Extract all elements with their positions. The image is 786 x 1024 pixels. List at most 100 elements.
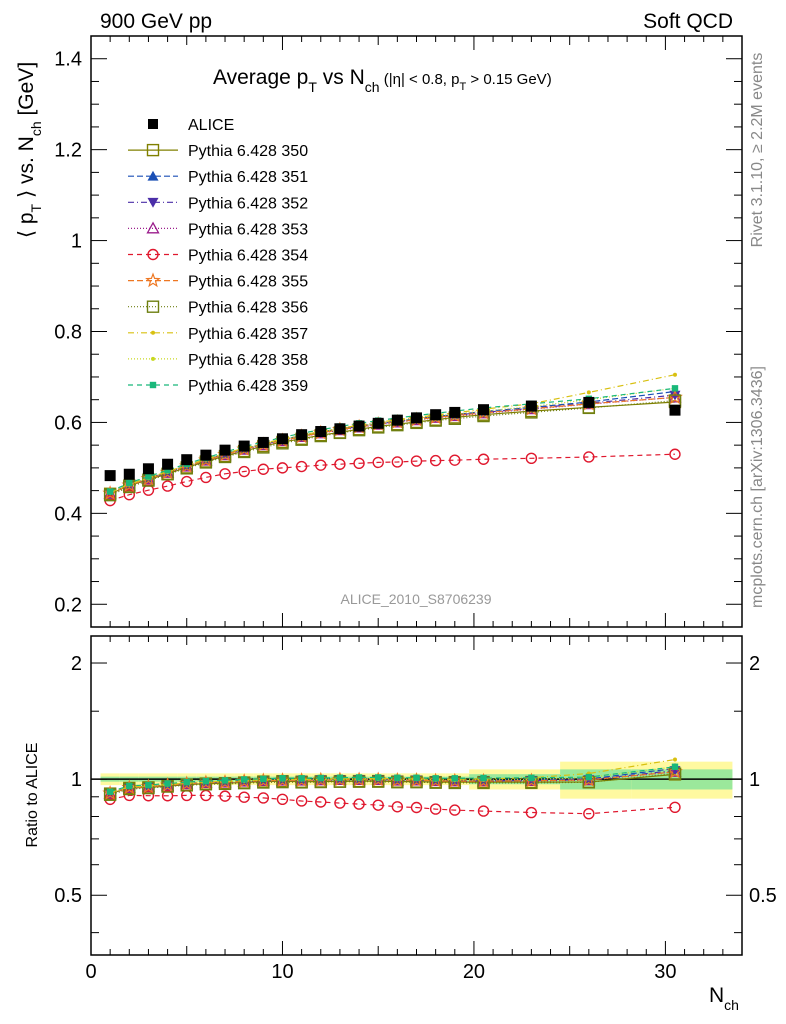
series-6-ratio-point	[121, 779, 138, 795]
series-6-point	[102, 485, 118, 501]
series-10-ratio-point	[126, 782, 133, 790]
series-5-point	[315, 459, 327, 471]
legend-label: Pythia 6.428 350	[188, 143, 308, 160]
alice-point	[162, 458, 174, 470]
series-6-ratio-point	[140, 778, 157, 794]
alice-point	[200, 449, 212, 461]
series-5-point	[123, 489, 135, 501]
series-10-ratio-point	[451, 775, 458, 782]
series-10-ratio-point	[260, 775, 267, 783]
y-tick-label: 0.2	[54, 594, 82, 616]
series-5-point	[372, 456, 384, 469]
legend-marker	[146, 300, 160, 313]
series-10-ratio-point	[164, 780, 171, 787]
legend-label: Pythia 6.428 357	[188, 326, 308, 343]
alice-point	[238, 440, 250, 452]
plot-title: Average pT vs Nch (|η| < 0.8, pT > 0.15 …	[213, 66, 552, 95]
alice-point	[123, 468, 135, 480]
series-10-point	[126, 479, 133, 487]
legend-item: Pythia 6.428 358	[128, 352, 308, 369]
x-axis-label: Nch	[709, 984, 739, 1013]
series-10-ratio-point	[355, 774, 363, 781]
legend-marker	[149, 381, 157, 389]
series-5-ratio-point	[449, 804, 461, 816]
series-5-point	[276, 462, 289, 474]
series-5-line	[109, 453, 676, 502]
series-4-ratio-point	[668, 764, 682, 777]
x-tick-label: 20	[463, 961, 485, 983]
legend-label: Pythia 6.428 352	[188, 195, 308, 212]
alice-point	[411, 412, 422, 424]
series-5-ratio-point	[142, 790, 155, 802]
series-5-point	[142, 484, 155, 496]
ratio-frame	[90, 635, 743, 956]
series-5-point	[161, 480, 174, 492]
series-10-ratio-point	[671, 763, 679, 770]
series-10-ratio-point	[336, 774, 344, 781]
series-10-ratio-point	[585, 773, 593, 781]
legend-label: Pythia 6.428 351	[188, 169, 308, 186]
legend-label: Pythia 6.428 353	[188, 221, 308, 238]
series-5-ratio-point	[391, 801, 404, 813]
legend-item: Pythia 6.428 354	[128, 248, 308, 265]
series-6-line	[109, 396, 676, 494]
legend-marker	[146, 221, 160, 234]
alice-point	[104, 470, 116, 482]
legend-item: Pythia 6.428 356	[128, 300, 308, 317]
series-5-ratio-point	[410, 801, 423, 814]
legend-marker	[146, 143, 160, 157]
series-5-point	[238, 465, 250, 478]
series-5-point	[583, 451, 595, 463]
series-5-point	[391, 456, 404, 468]
series-5-point	[410, 455, 423, 467]
analysis-label: ALICE_2010_S8706239	[340, 591, 491, 607]
series-5-point	[257, 463, 270, 475]
series-4-point	[668, 390, 682, 403]
series-5-point	[449, 454, 461, 466]
series-5-point	[353, 457, 365, 470]
series-6-ratio-point	[408, 771, 425, 787]
legend-marker	[148, 119, 158, 129]
series-10-ratio-point	[298, 775, 305, 782]
series-10-ratio-point	[183, 778, 190, 786]
legend-marker	[147, 170, 159, 181]
alice-point	[478, 404, 490, 416]
header-right: Soft QCD	[643, 10, 733, 33]
legend-label: Pythia 6.428 356	[188, 300, 308, 317]
ratio-y-tick-label-right: 1	[749, 769, 760, 791]
series-10-ratio-point	[528, 774, 535, 782]
series-8-point	[672, 372, 677, 377]
series-5-ratio-point	[276, 793, 289, 806]
series-5-ratio-point	[238, 791, 250, 803]
alice-point	[334, 423, 346, 435]
series-5-ratio-point	[295, 795, 308, 807]
series-5-ratio-point	[372, 799, 384, 811]
series-5-point	[219, 468, 231, 480]
series-5-point	[295, 460, 308, 473]
legend-label: Pythia 6.428 358	[188, 352, 308, 369]
alice-point	[372, 417, 384, 429]
series-10-point	[671, 385, 679, 392]
series-8-ratio-point	[672, 757, 677, 762]
series-10-ratio-point	[432, 775, 439, 782]
legend-item: ALICE	[148, 117, 234, 134]
y-tick-label: 1.4	[54, 49, 82, 71]
ratio-panel: 0 10 20 30 0.5 0.5 1 1 2 2	[54, 635, 777, 983]
y-tick-label: 0.6	[54, 412, 82, 434]
alice-point	[391, 414, 403, 426]
legend-marker	[145, 272, 161, 288]
legend-item: Pythia 6.428 350	[128, 143, 308, 160]
series-5-point	[669, 448, 681, 460]
alice-point	[449, 406, 461, 418]
series-6-ratio-point	[580, 771, 597, 787]
series-6-point	[121, 476, 138, 492]
series-5-point	[181, 475, 193, 488]
series-10-ratio-point	[279, 775, 286, 782]
alice-point	[315, 426, 327, 438]
series-10-point	[145, 473, 152, 480]
series-5-ratio-point	[161, 790, 174, 802]
series-8-line	[109, 374, 676, 493]
series-5-ratio-point	[583, 807, 595, 820]
series-10-ratio-point	[202, 777, 210, 785]
series-10-ratio	[106, 763, 679, 795]
